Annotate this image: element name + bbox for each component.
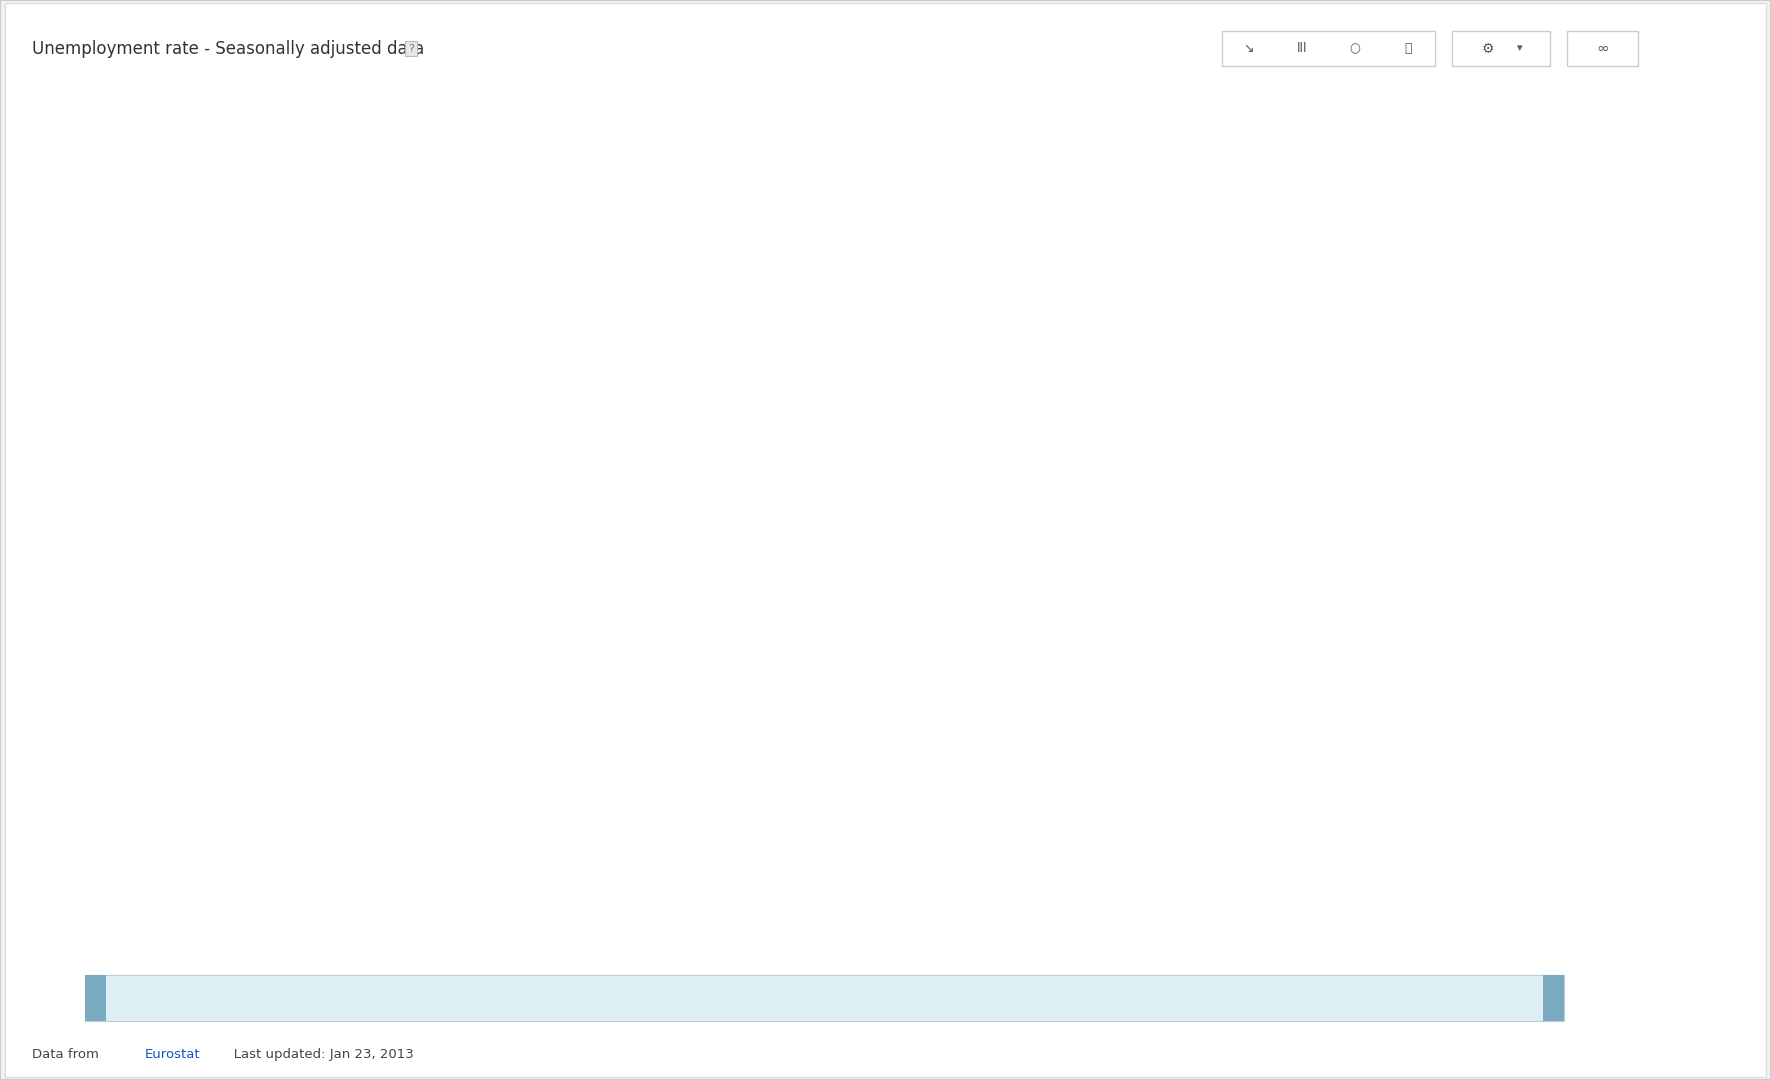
Text: lll: lll <box>1296 42 1307 55</box>
Text: ↘: ↘ <box>1243 42 1254 55</box>
Text: Spain: Spain <box>1573 175 1615 188</box>
Text: ⤢: ⤢ <box>1404 42 1411 55</box>
Text: ?: ? <box>407 43 414 54</box>
Text: Data from: Data from <box>32 1048 103 1061</box>
Text: Malta: Malta <box>1573 742 1615 755</box>
Text: Italy: Italy <box>1573 606 1606 619</box>
Text: European Union: European Union <box>1573 618 1693 631</box>
Text: ∞: ∞ <box>1596 41 1610 56</box>
Text: Cyprus: Cyprus <box>1573 529 1626 542</box>
Text: ○: ○ <box>1350 42 1360 55</box>
Text: Eurostat: Eurostat <box>145 1048 200 1061</box>
Text: Unemployment rate - Seasonally adjusted data: Unemployment rate - Seasonally adjusted … <box>32 40 423 57</box>
Text: ▾: ▾ <box>1516 43 1523 54</box>
Text: Greece: Greece <box>1573 131 1626 144</box>
Text: ⚙: ⚙ <box>1481 42 1495 55</box>
Text: Last updated: Jan 23, 2013: Last updated: Jan 23, 2013 <box>221 1048 414 1061</box>
Text: France: France <box>1573 630 1624 643</box>
